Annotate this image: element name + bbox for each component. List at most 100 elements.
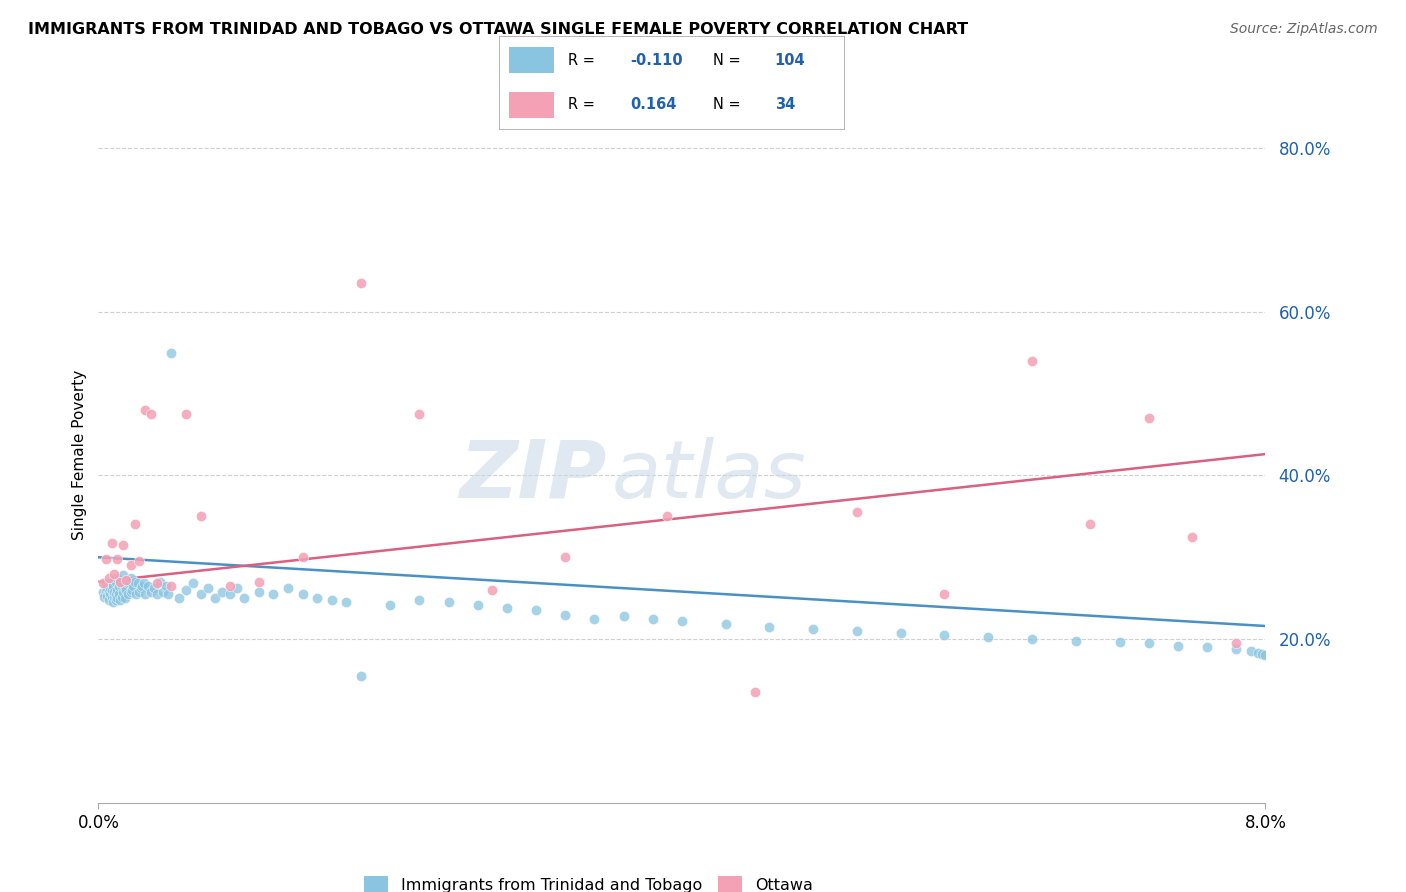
Point: [134, 403, 156, 417]
Point: [136, 579, 159, 593]
Point: [190, 509, 212, 524]
Point: [103, 566, 125, 581]
Point: [437, 595, 460, 609]
Point: [167, 591, 190, 606]
Point: [845, 505, 868, 519]
Point: [115, 573, 138, 587]
Point: [204, 591, 226, 606]
Legend: Immigrants from Trinidad and Tobago, Ottawa: Immigrants from Trinidad and Tobago, Ott…: [359, 870, 820, 892]
Point: [524, 603, 547, 617]
Point: [1064, 633, 1087, 648]
Point: [120, 558, 142, 573]
Point: [554, 607, 576, 622]
Point: [714, 617, 737, 632]
Point: [1137, 636, 1160, 650]
Point: [1225, 641, 1247, 656]
Point: [108, 579, 131, 593]
Point: [190, 587, 212, 601]
Point: [1251, 647, 1274, 661]
Point: [641, 612, 664, 626]
Point: [291, 550, 314, 565]
Point: [115, 582, 138, 597]
Point: [496, 601, 519, 615]
Text: IMMIGRANTS FROM TRINIDAD AND TOBAGO VS OTTAWA SINGLE FEMALE POVERTY CORRELATION : IMMIGRANTS FROM TRINIDAD AND TOBAGO VS O…: [28, 22, 969, 37]
Point: [758, 620, 780, 634]
Point: [247, 574, 270, 589]
Point: [1021, 353, 1043, 368]
Point: [139, 584, 162, 599]
Point: [98, 581, 121, 595]
Point: [94, 582, 117, 597]
Point: [1225, 636, 1247, 650]
Point: [124, 517, 146, 532]
Point: [744, 685, 766, 699]
Point: [94, 552, 117, 566]
Text: R =: R =: [568, 97, 595, 112]
Point: [408, 592, 430, 607]
Point: [128, 584, 150, 599]
Point: [181, 576, 204, 591]
Point: [197, 582, 219, 596]
Point: [146, 587, 169, 601]
Point: [105, 571, 128, 585]
Point: [291, 587, 314, 601]
Point: [111, 579, 134, 593]
Point: [121, 582, 143, 597]
Point: [91, 576, 114, 591]
Point: [110, 574, 132, 589]
Point: [105, 582, 128, 597]
Point: [105, 591, 128, 606]
Text: ZIP: ZIP: [458, 437, 606, 515]
Text: -0.110: -0.110: [630, 53, 683, 68]
Point: [114, 582, 136, 596]
Point: [111, 590, 134, 604]
Point: [127, 576, 149, 591]
Point: [934, 587, 956, 601]
Point: [117, 587, 139, 601]
Point: [108, 587, 131, 601]
Point: [104, 587, 127, 601]
Text: 104: 104: [775, 53, 806, 68]
Point: [93, 590, 115, 604]
Point: [91, 584, 114, 599]
Point: [671, 614, 693, 628]
Point: [112, 538, 135, 552]
Text: N =: N =: [713, 97, 741, 112]
Point: [934, 628, 956, 642]
Point: [1254, 648, 1277, 663]
Point: [218, 587, 240, 601]
Point: [1181, 530, 1204, 544]
Point: [139, 407, 162, 421]
Point: [149, 574, 172, 589]
Point: [96, 582, 118, 596]
Point: [124, 574, 146, 589]
Point: [321, 592, 343, 607]
Point: [105, 552, 128, 566]
Point: [1080, 517, 1102, 532]
Point: [307, 591, 329, 606]
Point: [350, 669, 373, 683]
Point: [97, 585, 120, 599]
Point: [110, 574, 132, 589]
Point: [174, 407, 197, 421]
Point: [890, 625, 912, 640]
Point: [134, 587, 156, 601]
Point: [160, 579, 183, 593]
Point: [1240, 644, 1263, 658]
Point: [128, 554, 150, 568]
Point: [262, 587, 284, 601]
Point: [103, 584, 125, 599]
Point: [226, 582, 249, 596]
Point: [100, 591, 122, 606]
Point: [277, 582, 299, 596]
Point: [104, 574, 127, 589]
Point: [977, 631, 1000, 645]
Point: [96, 589, 118, 603]
Point: [101, 595, 124, 609]
Point: [112, 584, 135, 599]
Point: [112, 568, 135, 582]
Point: [97, 592, 120, 607]
Point: [146, 576, 169, 591]
Point: [100, 582, 122, 597]
Point: [247, 584, 270, 599]
